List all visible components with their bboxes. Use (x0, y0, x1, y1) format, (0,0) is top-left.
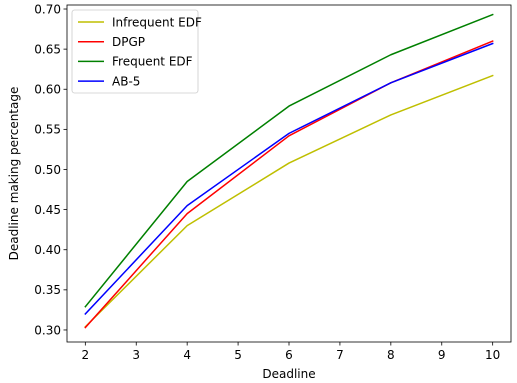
x-tick-label: 2 (82, 348, 90, 362)
x-tick-label: 3 (132, 348, 140, 362)
y-tick-label: 0.60 (34, 83, 61, 97)
x-tick-label: 5 (234, 348, 242, 362)
x-tick-label: 7 (336, 348, 344, 362)
legend: Infrequent EDF DPGP Frequent EDF AB-5 (71, 9, 202, 94)
legend-label: Frequent EDF (112, 55, 193, 69)
legend-label: Infrequent EDF (112, 15, 202, 29)
x-tick-label: 9 (438, 348, 446, 362)
y-tick-label: 0.65 (34, 42, 61, 56)
x-tick-label: 8 (387, 348, 395, 362)
x-tick-label: 6 (285, 348, 293, 362)
x-tick-label: 4 (183, 348, 191, 362)
y-tick-label: 0.35 (34, 283, 61, 297)
y-tick-label: 0.50 (34, 163, 61, 177)
series-line-3 (84, 13, 494, 308)
series-line-4 (84, 42, 494, 315)
x-axis-title: Deadline (262, 367, 315, 381)
legend-label: DPGP (112, 35, 145, 49)
series-line-1 (84, 74, 494, 328)
legend-label: AB-5 (112, 74, 140, 88)
y-tick-label: 0.55 (34, 123, 61, 137)
y-tick-label: 0.70 (34, 2, 61, 16)
y-tick-label: 0.30 (34, 323, 61, 337)
y-axis-title: Deadline making percentage (7, 87, 21, 261)
y-tick-label: 0.45 (34, 203, 61, 217)
legend-box (71, 9, 199, 94)
y-tick-label: 0.40 (34, 243, 61, 257)
y-axis: 0.30 0.35 0.40 0.45 0.50 0.55 0.60 0.65 0.70 (34, 2, 67, 337)
x-axis: 2 3 4 5 6 7 8 9 10 (82, 342, 500, 362)
x-tick-label: 10 (485, 348, 500, 362)
series-layer (84, 13, 494, 329)
